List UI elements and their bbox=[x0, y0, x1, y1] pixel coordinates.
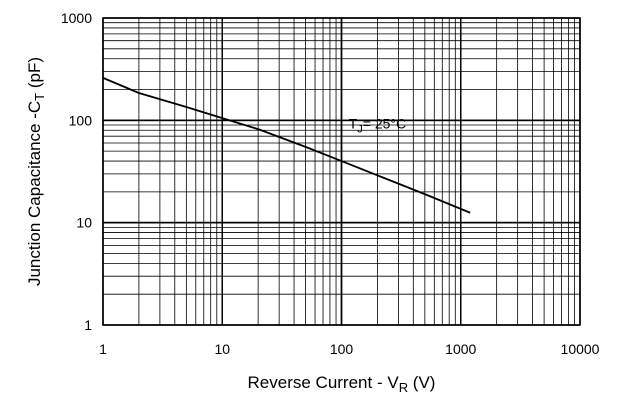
y-tick-label: 10 bbox=[76, 215, 92, 231]
x-tick-label: 1000 bbox=[445, 341, 476, 357]
x-axis-title-main: Reverse Current - V bbox=[248, 373, 400, 392]
annotation-sub: J bbox=[357, 124, 363, 136]
x-tick-label: 1 bbox=[99, 341, 107, 357]
x-tick-labels: 1 10 100 1000 10000 bbox=[99, 341, 600, 357]
x-tick-label: 10000 bbox=[561, 341, 600, 357]
y-tick-labels: 1 10 100 1000 bbox=[61, 10, 92, 333]
series-line bbox=[102, 77, 471, 214]
x-tick-label: 100 bbox=[330, 341, 354, 357]
temperature-annotation: TJ= 25°C bbox=[349, 116, 406, 136]
y-axis-title-unit: (pF) bbox=[25, 57, 44, 93]
y-tick-label: 100 bbox=[69, 112, 93, 128]
y-axis-title: Junction Capacitance -CT (pF) bbox=[25, 57, 47, 286]
grid bbox=[102, 17, 581, 326]
y-axis-title-main: Junction Capacitance -C bbox=[25, 101, 44, 286]
x-tick-label: 10 bbox=[214, 341, 230, 357]
annotation-rest: = 25°C bbox=[363, 116, 406, 132]
y-tick-label: 1000 bbox=[61, 10, 92, 26]
series-group bbox=[102, 77, 471, 214]
annotation-main: T bbox=[349, 116, 358, 132]
plot-frame bbox=[102, 17, 581, 326]
x-axis-title: Reverse Current - VR (V) bbox=[248, 373, 436, 395]
y-tick-label: 1 bbox=[84, 317, 92, 333]
x-axis-title-unit: (V) bbox=[408, 373, 435, 392]
x-axis-title-sub: R bbox=[399, 380, 408, 395]
y-axis-title-sub: T bbox=[32, 93, 47, 101]
